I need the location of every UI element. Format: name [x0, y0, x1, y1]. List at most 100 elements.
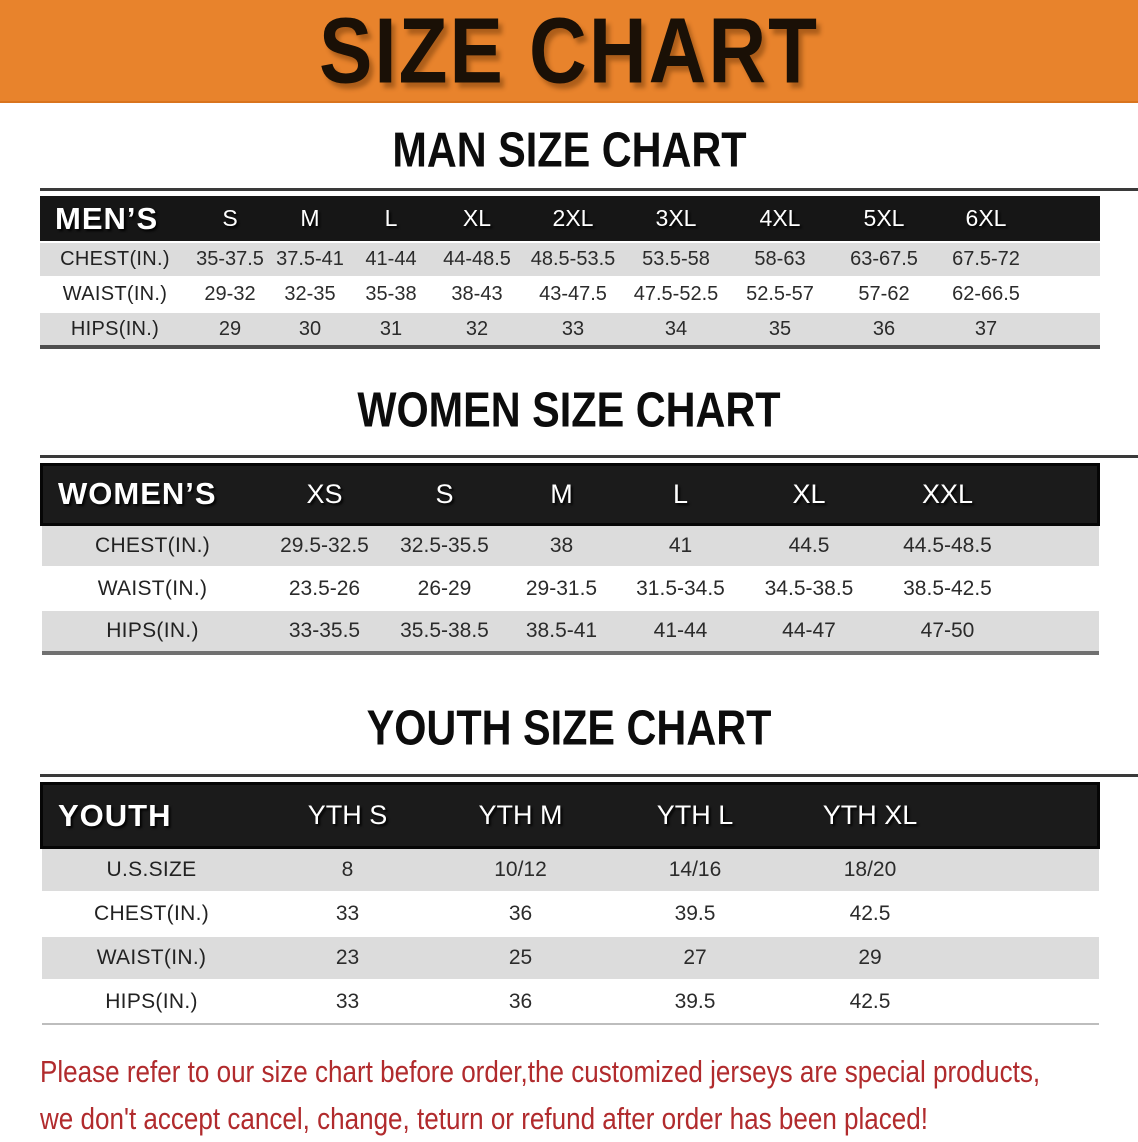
size-value: 58-63: [754, 248, 806, 271]
youth-section: YOUTH SIZE CHART YOUTH YTH S YTH M YTH L YTH…: [0, 699, 1138, 1025]
spacer-cell: [958, 892, 1099, 936]
row-label: HIPS(IN.): [70, 317, 160, 340]
table-row: CHEST(IN.) 33 36 39.5 42.5: [41, 891, 1099, 936]
table-row: CHEST(IN.) 29.5-32.5 32.5-35.5 38 41 44.5 44.5…: [41, 524, 1099, 567]
womens-section: WOMEN SIZE CHART WOMEN’S XS S M L XL XXL CHEST…: [0, 381, 1138, 655]
column-header: XL: [792, 478, 826, 509]
table-row: U.S.SIZE 8 10/12 14/16 18/20: [41, 847, 1099, 892]
column-header: S: [222, 205, 238, 232]
spacer-cell: [958, 784, 1099, 848]
column-header: WOMEN’S: [58, 476, 217, 511]
size-value: 34: [664, 317, 688, 340]
mens-table-frame: MEN’S S M L XL 2XL 3XL 4XL 5XL 6XL CHEST(IN.) 35-3…: [40, 188, 1138, 350]
column-header: XL: [462, 205, 492, 232]
column-header: 6XL: [965, 205, 1007, 232]
size-value: 36: [508, 989, 533, 1013]
row-label: WAIST(IN.): [62, 283, 168, 306]
youth-size-table: YOUTH YTH S YTH M YTH L YTH XL U.S.SIZE 8 10/1…: [40, 782, 1100, 1025]
size-value: 57-62: [858, 283, 910, 306]
size-value: 33: [335, 901, 360, 925]
size-value: 47-50: [920, 619, 975, 642]
size-value: 33: [335, 989, 360, 1013]
size-chart-banner: SIZE CHART: [0, 0, 1138, 103]
table-row: CHEST(IN.) 35-37.5 37.5-41 41-44 44-48.5 48.5…: [40, 242, 1100, 278]
size-value: 31: [379, 317, 403, 340]
column-header: 4XL: [759, 205, 801, 232]
size-value: 52.5-57: [746, 283, 814, 306]
size-value: 36: [872, 317, 896, 340]
mens-size-table: MEN’S S M L XL 2XL 3XL 4XL 5XL 6XL CHEST(IN.) 35-3…: [40, 196, 1100, 350]
header-row: YOUTH YTH S YTH M YTH L YTH XL: [41, 783, 1099, 848]
row-label: CHEST(IN.): [94, 901, 209, 925]
spacer-cell: [1036, 312, 1100, 347]
size-value: 27: [683, 945, 707, 969]
column-header: XXL: [921, 478, 974, 509]
order-disclaimer: Please refer to our size chart before or…: [40, 1048, 1138, 1142]
table-row: WAIST(IN.) 23.5-26 26-29 29-31.5 31.5-34.5 34…: [41, 567, 1099, 610]
column-header: L: [384, 205, 398, 232]
row-label: U.S.SIZE: [106, 858, 197, 881]
spacer-cell: [1036, 277, 1100, 312]
column-header: M: [550, 478, 573, 509]
size-value: 35-38: [365, 283, 417, 306]
row-label: CHEST(IN.): [95, 533, 210, 557]
table-row: WAIST(IN.) 23 25 27 29: [41, 935, 1099, 980]
table-row: HIPS(IN.) 29 30 31 32 33 34 35 36 37: [40, 312, 1100, 348]
column-header: 3XL: [655, 205, 697, 232]
size-value: 26-29: [417, 576, 472, 600]
row-label: HIPS(IN.): [105, 989, 198, 1013]
size-value: 63-67.5: [850, 248, 918, 271]
column-header: XS: [306, 478, 343, 509]
column-header: 5XL: [863, 205, 905, 232]
row-label: WAIST(IN.): [97, 576, 208, 600]
size-value: 48.5-53.5: [530, 248, 616, 271]
table-row: WAIST(IN.) 29-32 32-35 35-38 38-43 43-47.5 47.…: [40, 277, 1100, 313]
size-value: 38.5-41: [525, 619, 598, 642]
size-value: 42.5: [849, 989, 891, 1013]
size-value: 67.5-72: [952, 248, 1020, 271]
size-value: 29-31.5: [525, 576, 598, 600]
size-value: 42.5: [849, 901, 891, 925]
column-header: M: [300, 205, 320, 232]
size-value: 38-43: [451, 283, 503, 306]
page-title: SIZE CHART: [319, 0, 819, 102]
size-value: 8: [341, 858, 354, 881]
column-header: L: [672, 478, 689, 509]
header-row: WOMEN’S XS S M L XL XXL: [41, 464, 1099, 524]
size-value: 62-66.5: [952, 283, 1020, 306]
size-value: 25: [508, 945, 533, 969]
column-header: YOUTH: [58, 797, 172, 833]
spacer-cell: [1019, 464, 1099, 524]
size-value: 37: [974, 317, 998, 340]
size-value: 34.5-38.5: [764, 576, 854, 600]
column-header: YTH M: [478, 800, 563, 831]
womens-section-heading: WOMEN SIZE CHART: [0, 381, 1138, 438]
disclaimer-line-2: we don't accept cancel, change, teturn o…: [40, 1100, 929, 1136]
column-header: YTH XL: [822, 800, 918, 831]
size-value: 23.5-26: [288, 576, 361, 600]
mens-section-heading: MAN SIZE CHART: [0, 123, 1138, 175]
size-value: 44.5: [788, 533, 830, 557]
womens-size-table: WOMEN’S XS S M L XL XXL CHEST(IN.) 29.5-32.5 32.…: [40, 463, 1100, 655]
size-value: 31.5-34.5: [636, 576, 725, 600]
size-value: 33: [561, 317, 585, 340]
header-row: MEN’S S M L XL 2XL 3XL 4XL 5XL 6XL: [40, 196, 1100, 243]
youth-section-heading-text: YOUTH SIZE CHART: [366, 699, 772, 756]
size-value: 29-32: [204, 283, 256, 306]
size-value: 37.5-41: [276, 248, 344, 271]
table-row: HIPS(IN.) 33-35.5 35.5-38.5 38.5-41 41-44 44-…: [41, 610, 1099, 653]
size-value: 39.5: [674, 989, 716, 1013]
size-value: 10/12: [494, 858, 547, 881]
column-header: 2XL: [552, 205, 594, 232]
size-value: 38: [549, 533, 574, 557]
size-value: 32.5-35.5: [400, 533, 489, 557]
size-value: 39.5: [674, 901, 716, 925]
spacer-cell: [1036, 242, 1100, 277]
size-value: 41: [668, 533, 693, 557]
womens-section-heading-text: WOMEN SIZE CHART: [357, 381, 781, 438]
size-value: 36: [508, 901, 533, 925]
size-value: 44-48.5: [443, 248, 511, 271]
column-header: YTH L: [656, 800, 734, 831]
size-value: 35: [768, 317, 792, 340]
size-value: 23: [335, 945, 360, 969]
